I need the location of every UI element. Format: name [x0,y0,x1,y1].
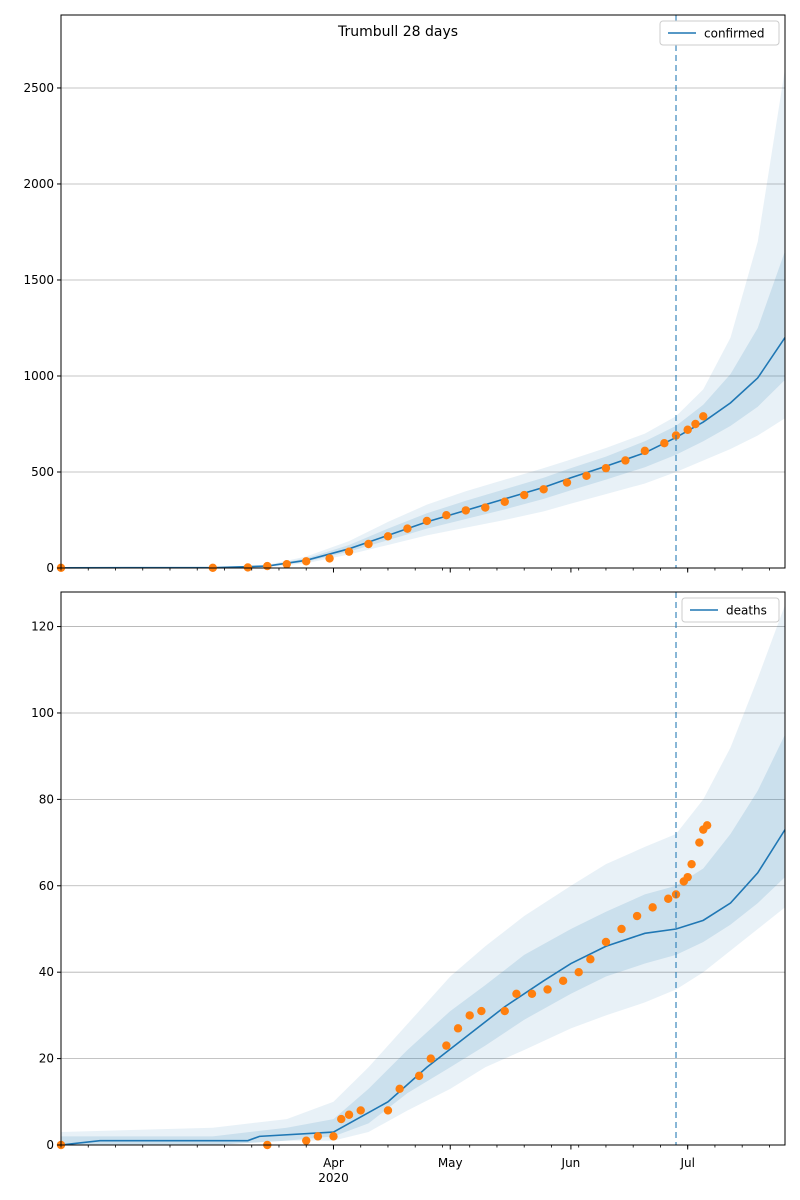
observed-point [683,425,692,434]
observed-point [461,506,471,515]
observed-point [574,967,583,977]
y-tick-label: 80 [39,792,54,806]
y-tick-label: 120 [31,620,54,634]
observed-point [344,1110,354,1119]
observed-point [562,478,572,487]
x-tick-sublabel: 2020 [318,1171,349,1185]
y-tick-label: 20 [39,1052,54,1066]
y-tick-label: 0 [46,1138,54,1152]
uncertainty-band-outer [61,604,785,1145]
observed-point [500,1006,509,1016]
observed-point [520,490,529,500]
x-tick-label: Apr [323,1156,344,1170]
observed-point [302,557,311,566]
legend: deaths [681,597,780,623]
observed-point [687,859,696,869]
observed-point [422,516,432,526]
observed-point [512,989,521,998]
observed-point [414,1071,424,1081]
legend-box [659,20,780,46]
model-median-line [60,829,786,1146]
legend-label: confirmed [704,27,765,41]
observed-point [442,510,451,520]
y-tick-label: 500 [31,465,54,479]
observed-point [337,1114,346,1124]
y-tick-label: 60 [39,879,54,893]
legend: confirmed [659,20,780,46]
observed-point [243,563,253,572]
observed-point [527,989,537,998]
y-tick-label: 1000 [23,369,54,383]
x-tick-label: May [438,1156,463,1170]
observed-point [601,463,611,473]
observed-point [582,471,591,481]
confirmed-panel: 0 500 1000 1500 2000 2500 confirmed [23,14,786,575]
observed-point [442,1041,451,1050]
observed-point [539,485,548,494]
x-tick-label: Jun [561,1156,581,1170]
observed-point [263,561,272,571]
observed-point [453,1024,463,1033]
y-tick-label: 1500 [23,273,54,287]
observed-point [477,1006,486,1016]
observed-point [500,497,509,506]
observed-point [664,894,673,903]
observed-point [426,1054,435,1063]
observed-point [632,911,642,921]
axes-frame [60,14,786,569]
observed-point [695,838,704,847]
observed-point [383,1106,393,1115]
observed-point [683,872,692,882]
observed-point [302,1136,311,1145]
observed-point [640,446,650,456]
observed-point [601,937,611,947]
observed-point [648,903,657,912]
observed-point [621,456,630,465]
observed-point [325,554,334,563]
observed-point [383,532,393,541]
y-tick-label: 100 [31,706,54,720]
y-tick-label: 2000 [23,177,54,191]
observed-point [660,438,669,448]
observed-point [344,547,354,556]
observed-point [364,539,373,549]
axes-frame [60,591,786,1146]
observed-point [403,524,412,533]
observed-point [558,976,568,986]
y-tick-label: 0 [46,561,54,575]
observed-point [481,503,490,512]
legend-box [681,597,780,623]
observed-point [586,955,595,964]
observed-point [699,412,708,421]
observed-point [691,419,700,429]
observed-point [395,1084,404,1094]
observed-point [702,821,712,830]
observed-point [282,559,291,569]
uncertainty-band-inner [61,734,785,1145]
x-tick-label: Jul [679,1156,694,1170]
observed-point [617,924,626,934]
observed-point [356,1106,365,1115]
observed-point [543,985,552,994]
observed-point [313,1132,323,1141]
y-tick-label: 40 [39,965,54,979]
figure-title: Trumbull 28 days [337,24,458,40]
legend-label: deaths [726,604,767,618]
observed-point [329,1132,338,1141]
y-tick-label: 2500 [23,81,54,95]
observed-point [465,1011,474,1020]
